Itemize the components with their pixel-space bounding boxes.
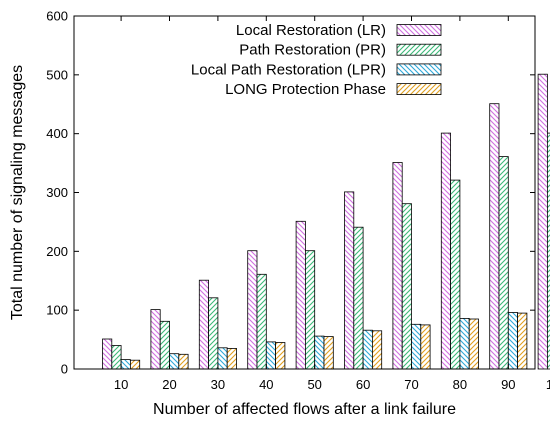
bar-2-50	[304, 250, 316, 370]
bar-2-10	[111, 345, 122, 370]
bar-1-40	[247, 250, 258, 370]
y-tick-label: 200	[46, 244, 68, 259]
bar-3-40	[265, 341, 276, 370]
bar-3-20	[169, 353, 180, 370]
x-tick-label: 80	[453, 377, 467, 392]
bar-3-60	[362, 329, 373, 370]
bar-2-90	[498, 156, 509, 370]
x-tick-label: 20	[162, 377, 176, 392]
bar-2-100	[547, 132, 550, 370]
x-tick-label: 100	[546, 377, 550, 392]
legend: Local Restoration (LR) Path Restoration (…	[191, 22, 442, 98]
x-tick-label: 70	[404, 377, 418, 392]
legend-swatch	[396, 43, 442, 56]
legend-swatch	[396, 83, 442, 95]
y-tick-label: 300	[46, 185, 68, 200]
bar-3-50	[314, 335, 325, 370]
x-tick-label: 50	[307, 377, 321, 392]
legend-label: LONG Protection Phase	[225, 81, 386, 98]
bar-1-100	[537, 73, 548, 370]
bar-1-70	[392, 162, 403, 370]
bar-1-20	[150, 309, 161, 370]
y-tick-label: 400	[46, 126, 68, 141]
legend-swatch	[396, 24, 442, 36]
bar-1-30	[198, 279, 210, 370]
bar-4-40	[275, 342, 286, 370]
bar-2-60	[353, 226, 364, 370]
y-tick-label: 100	[46, 303, 68, 318]
bars-group	[102, 73, 550, 370]
bar-4-90	[517, 312, 528, 370]
bar-1-90	[489, 103, 500, 370]
legend-label: Local Path Restoration (LPR)	[191, 61, 386, 78]
bar-1-10	[102, 338, 113, 370]
bar-3-90	[507, 312, 518, 370]
bar-2-40	[256, 273, 267, 370]
axes-group: 0 100 200 300 400 500 600 10 20 30 40 50 60 70 80 90 100	[46, 9, 550, 393]
bar-4-60	[371, 330, 383, 370]
bar-4-50	[323, 336, 334, 370]
bar-3-30	[217, 347, 228, 370]
y-axis-title: Total number of signaling messages	[9, 65, 26, 320]
x-axis-title: Number of affected flows after a link fa…	[153, 401, 456, 418]
bar-3-80	[459, 317, 470, 370]
bar-4-20	[178, 353, 189, 370]
bar-4-70	[420, 324, 431, 370]
x-tick-label: 30	[211, 377, 225, 392]
bar-2-30	[208, 297, 219, 370]
x-tick-label: 90	[501, 377, 515, 392]
y-tick-label: 500	[46, 67, 68, 82]
bar-2-80	[450, 179, 461, 370]
bar-1-60	[344, 191, 355, 370]
y-tick-label: 600	[46, 9, 68, 24]
bar-2-70	[401, 203, 412, 370]
bar-3-10	[120, 359, 131, 370]
bar-1-50	[295, 220, 306, 370]
legend-swatch	[396, 63, 442, 76]
x-tick-label: 60	[356, 377, 370, 392]
x-tick-label: 40	[259, 377, 273, 392]
bar-1-80	[440, 132, 451, 370]
x-tick-label: 10	[114, 377, 128, 392]
bar-4-80	[468, 318, 479, 370]
legend-label: Path Restoration (PR)	[239, 42, 386, 59]
y-tick-label: 0	[61, 362, 68, 377]
legend-label: Local Restoration (LR)	[236, 22, 386, 39]
bar-4-10	[129, 359, 141, 370]
bar-2-20	[159, 320, 170, 370]
bar-4-30	[226, 347, 237, 370]
bar-3-70	[411, 323, 422, 370]
